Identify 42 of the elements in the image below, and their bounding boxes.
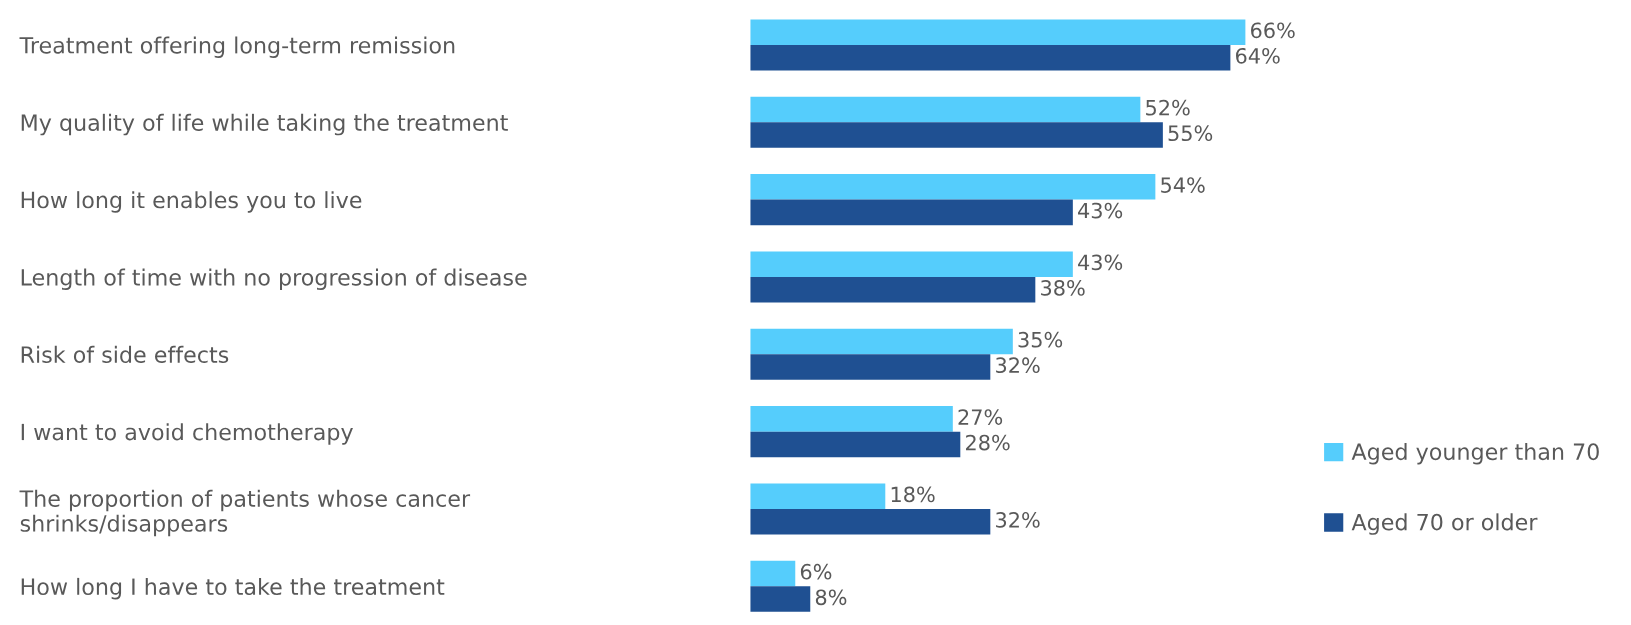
data-label: 32% [996,357,1040,374]
bar [750,96,1141,123]
data-label: 8% [815,589,847,606]
data-label: 66% [1251,22,1295,39]
y-tick-label: My quality of life while taking the treatment [21,113,508,136]
data-label: 55% [1168,125,1213,142]
data-label: 52% [1146,99,1190,116]
data-label: 28% [966,434,1010,451]
data-label: 54% [1161,177,1205,193]
y-tick-label: Treatment offering long-term remission [19,36,455,58]
data-label: 43% [1078,254,1123,271]
data-label: 18% [891,486,935,503]
bar [750,560,796,587]
legend-label: Aged younger than 70 [1351,442,1599,465]
bar [750,276,1036,303]
bar [750,251,1073,277]
data-label: 38% [1041,280,1085,296]
bar [750,586,811,612]
y-tick-label: How long it enables you to live [21,191,362,213]
y-tick-label: How long I have to take the treatment [21,577,445,600]
bar [750,431,961,458]
data-label: 35% [1018,331,1063,348]
y-tick-label: The proportion of patients whose cancer shrinks/disappears [19,489,471,537]
data-label: 27% [958,409,1003,425]
bar [750,483,886,509]
data-label: 6% [800,563,832,580]
y-tick-label: Risk of side effects [21,345,229,364]
bar [750,199,1073,226]
y-tick-label: Length of time with no progression of disease [21,268,527,291]
bar [750,44,1231,71]
bar [750,328,1013,355]
bar [750,354,991,380]
bar [750,19,1246,45]
bar [750,122,1163,148]
data-label: 32% [996,512,1040,528]
data-label: 64% [1236,47,1280,64]
y-tick-label: I want to avoid chemotherapy [21,423,353,445]
bar [750,508,991,535]
bar [750,406,953,432]
bar [750,174,1156,200]
data-label: 43% [1078,202,1123,219]
legend-label: Aged 70 or older [1351,513,1538,535]
